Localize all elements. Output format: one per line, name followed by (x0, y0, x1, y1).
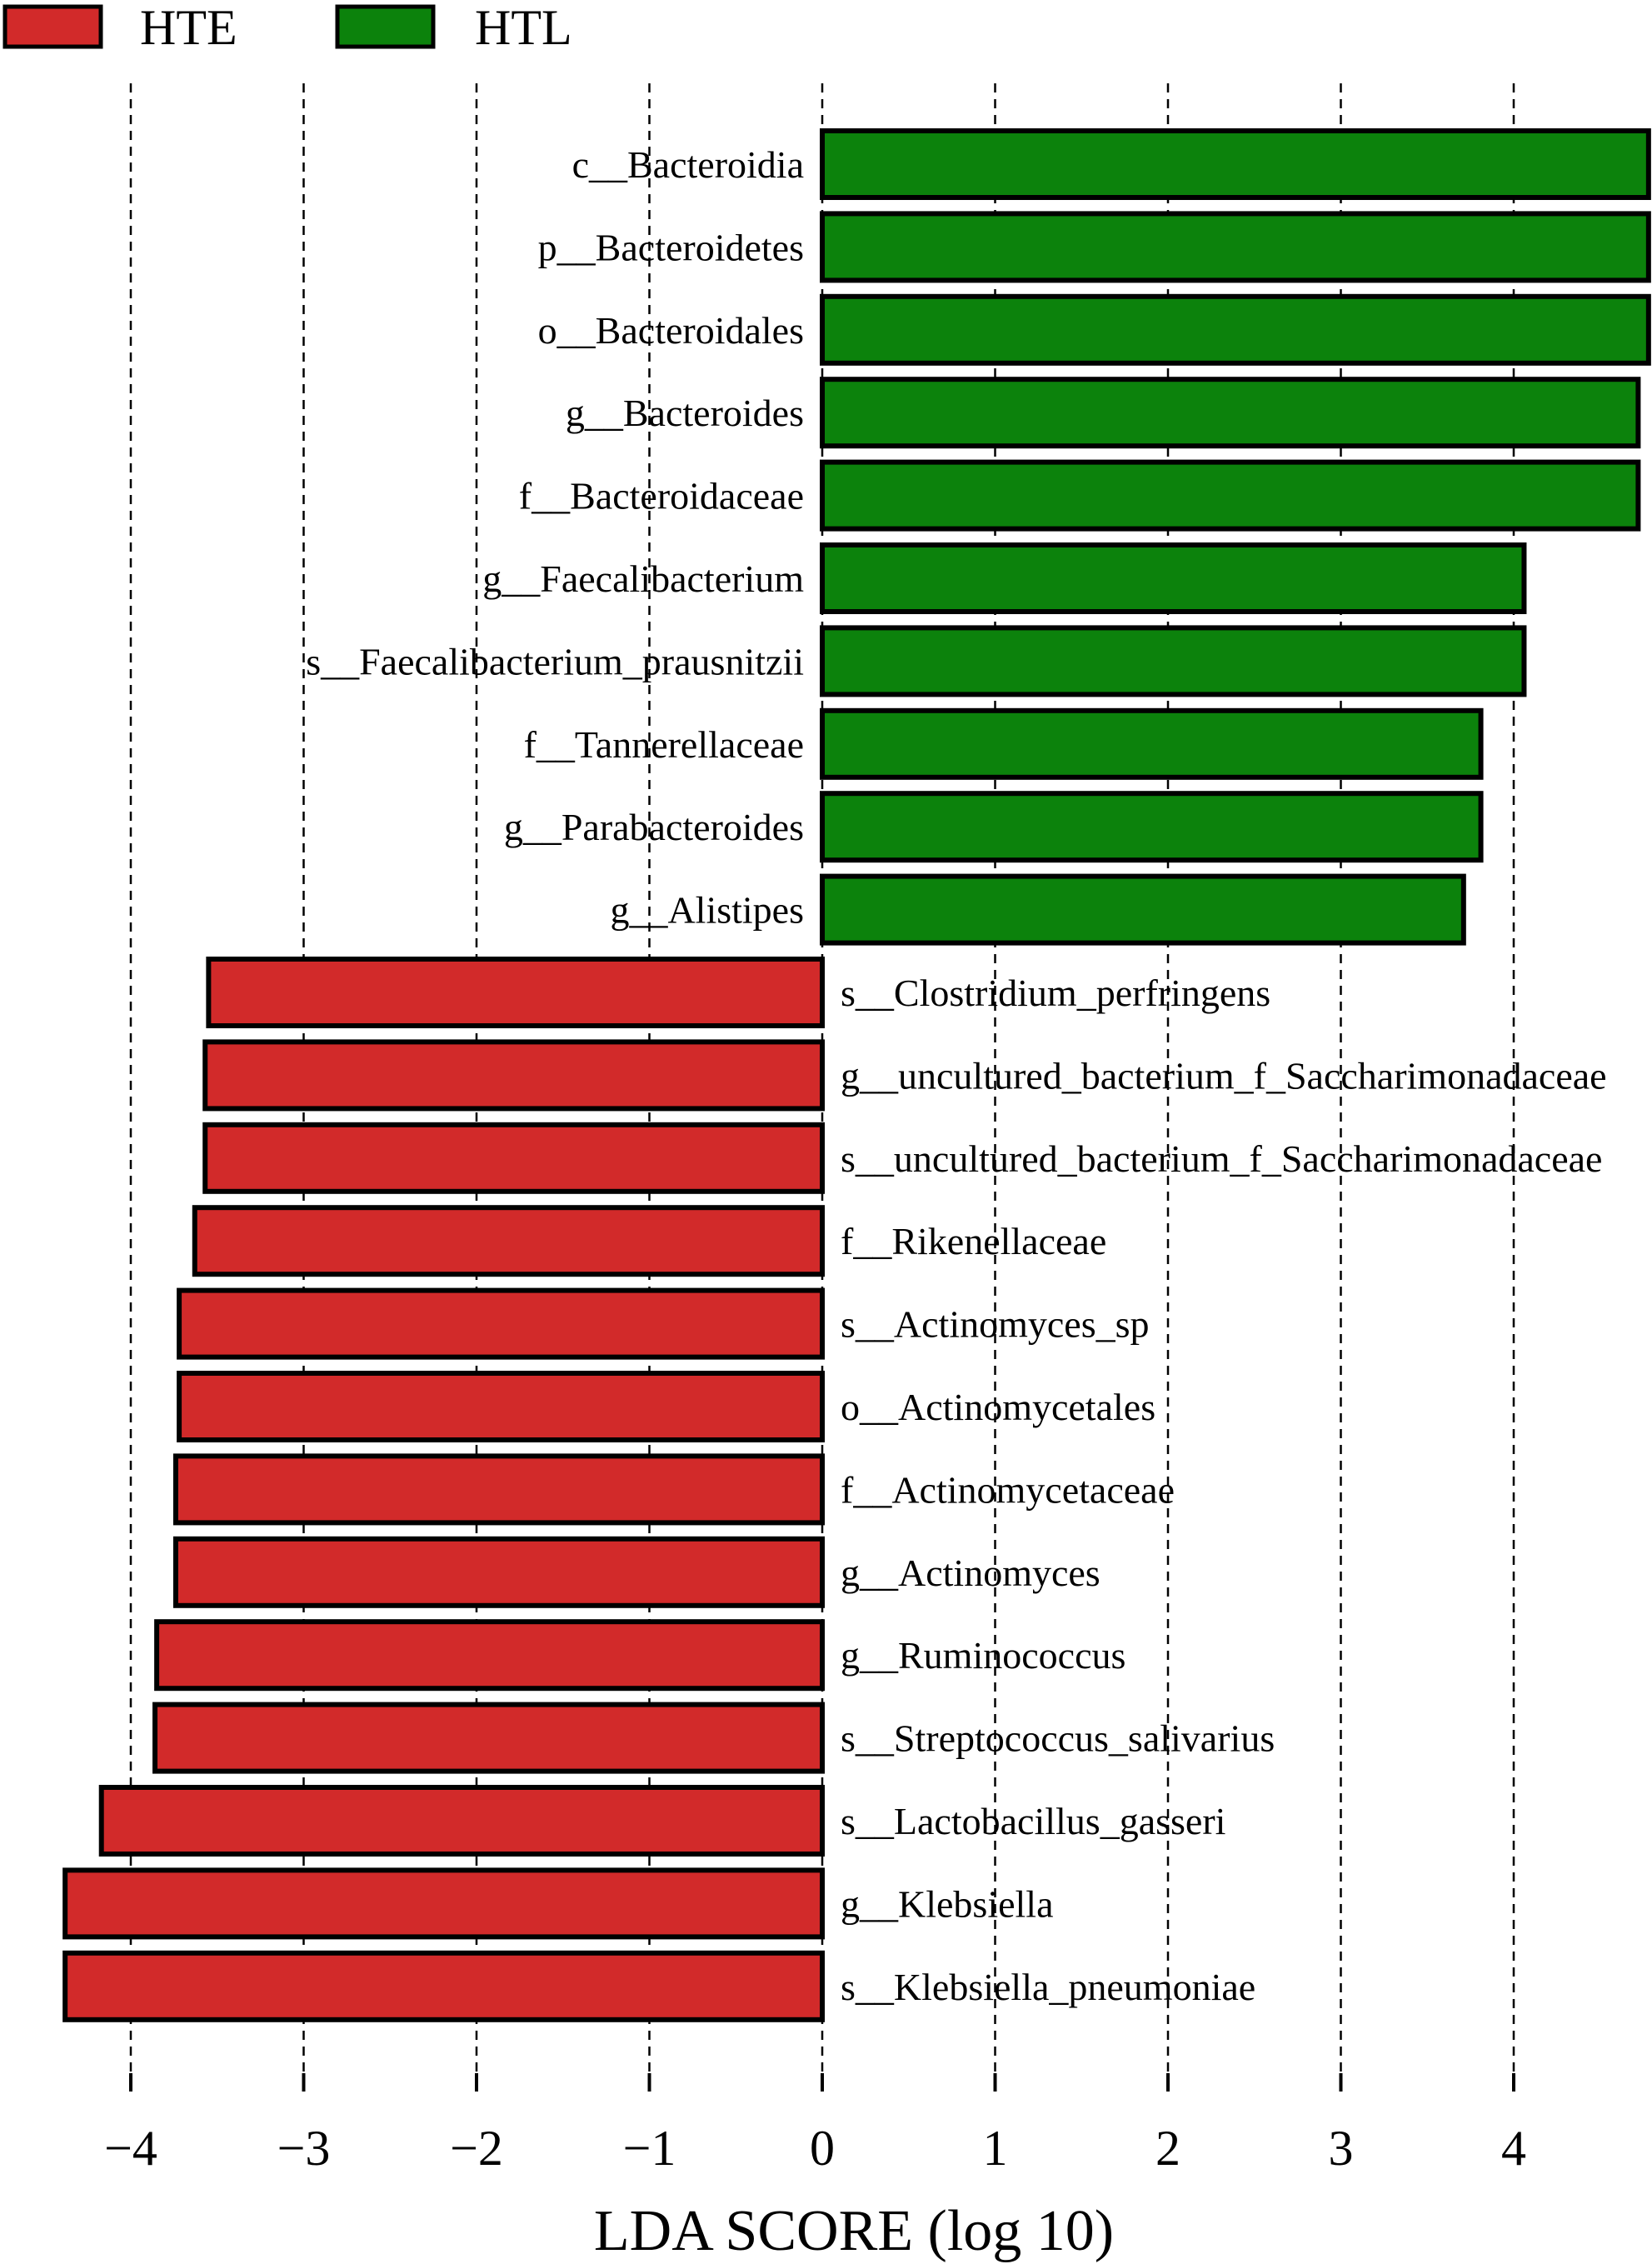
x-axis: −4 −3 −2 −1 0 1 2 3 4 (104, 2073, 1526, 2176)
bar-hte (62, 1950, 825, 2022)
category-label: g__Alistipes (610, 889, 804, 932)
bar-hte (202, 1122, 826, 1194)
category-label: o__Actinomycetales (841, 1386, 1155, 1428)
x-tick-label: 0 (810, 2121, 835, 2176)
x-tick-label: −4 (104, 2121, 157, 2176)
category-label: s__Faecalibacterium_prausnitzii (306, 640, 804, 682)
category-label: g__Parabacteroides (504, 806, 804, 848)
bar-htl (820, 625, 1527, 697)
x-tick-label: 4 (1501, 2121, 1526, 2176)
bar-hte (62, 1867, 825, 1940)
category-label: f__Bacteroidaceae (519, 475, 804, 517)
category-label: g__Klebsiella (841, 1882, 1054, 1925)
bar-htl (820, 873, 1466, 946)
x-axis-title: LDA SCORE (log 10) (594, 2199, 1114, 2263)
bar-hte (172, 1453, 825, 1526)
category-label: s__Actinomyces_sp (841, 1303, 1150, 1346)
bar-htl (820, 128, 1651, 200)
legend-label-hte: HTE (140, 0, 237, 55)
category-label: g__uncultured_bacterium_f_Saccharimonada… (841, 1054, 1607, 1097)
category-label: f__Actinomycetaceae (841, 1468, 1175, 1511)
legend: HTE HTL (2, 0, 572, 55)
legend-label-htl: HTL (475, 0, 572, 55)
bar-htl (820, 707, 1484, 780)
bar-htl (820, 791, 1484, 863)
category-label: s__uncultured_bacterium_f_Saccharimonada… (841, 1137, 1602, 1180)
bars (62, 128, 1651, 2022)
bar-hte (177, 1371, 826, 1442)
bar-hte (206, 957, 825, 1028)
category-label: g__Actinomyces (841, 1552, 1101, 1594)
bar-hte (154, 1619, 825, 1692)
category-label: f__Tannerellaceae (524, 723, 804, 766)
category-label: c__Bacteroidia (572, 143, 804, 186)
legend-swatch-htl (335, 4, 436, 49)
bar-hte (177, 1287, 826, 1360)
category-labels: c__Bacteroidia p__Bacteroidetes o__Bactero… (306, 143, 1606, 2008)
category-label: g__Faecalibacterium (482, 557, 804, 600)
legend-swatch-hte (2, 4, 103, 49)
bar-hte (202, 1039, 826, 1112)
bar-hte (152, 1702, 826, 1774)
x-tick-label: −1 (623, 2121, 676, 2176)
category-label: s__Lactobacillus_gasseri (841, 1800, 1225, 1842)
x-tick-label: −2 (450, 2121, 503, 2176)
category-label: s__Clostridium_perfringens (841, 972, 1270, 1014)
bar-hte (172, 1536, 825, 1608)
bar-hte (98, 1785, 826, 1857)
bar-htl (820, 211, 1651, 283)
bar-htl (820, 542, 1527, 614)
x-tick-label: 1 (983, 2121, 1008, 2176)
x-tick-label: 2 (1155, 2121, 1180, 2176)
x-tick-label: −3 (277, 2121, 331, 2176)
category-label: g__Ruminococcus (841, 1634, 1125, 1677)
category-label: f__Rikenellaceae (841, 1220, 1106, 1262)
bar-htl (820, 377, 1641, 449)
x-tick-label: 3 (1329, 2121, 1354, 2176)
category-label: s__Streptococcus_salivarius (841, 1717, 1275, 1760)
category-label: s__Klebsiella_pneumoniae (841, 1966, 1255, 2008)
bar-htl (820, 459, 1641, 532)
category-label: p__Bacteroidetes (538, 226, 804, 268)
bar-htl (820, 293, 1651, 366)
bar-hte (192, 1205, 825, 1277)
category-label: o__Bacteroidales (538, 309, 804, 352)
category-label: g__Bacteroides (566, 392, 804, 434)
